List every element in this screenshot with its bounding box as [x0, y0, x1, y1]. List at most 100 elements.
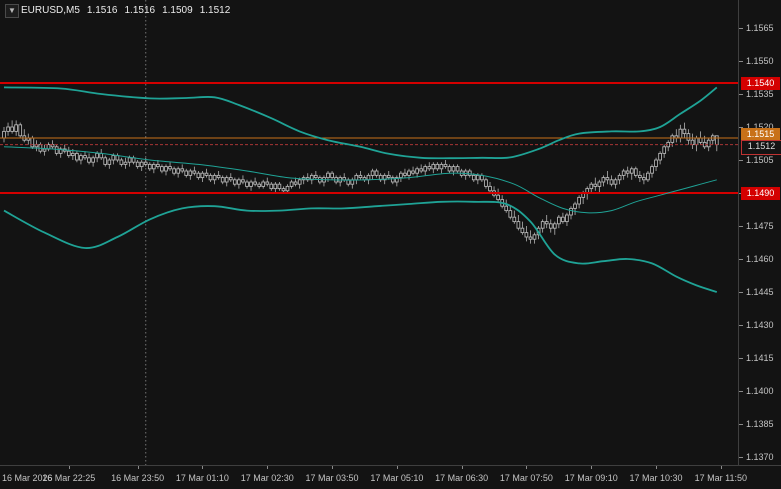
price-tick-mark	[739, 60, 743, 62]
support-tag[interactable]: 1.1490	[741, 186, 780, 200]
candle-body	[569, 207, 573, 216]
price-tick-mark	[739, 456, 743, 458]
candle	[151, 162, 156, 174]
price-tick-label: 1.1550	[746, 56, 774, 66]
bollinger-lower-band	[3, 200, 718, 293]
candle-body	[168, 166, 172, 170]
candle	[394, 175, 399, 187]
price-tick-label: 1.1430	[746, 320, 774, 330]
candle-body	[633, 168, 638, 176]
candle-body	[423, 166, 428, 172]
price-tick-mark	[739, 357, 743, 359]
support-line[interactable]	[0, 192, 738, 194]
resistance-tag[interactable]: 1.1540	[741, 76, 780, 90]
candle-body	[629, 168, 634, 174]
candle	[338, 175, 343, 187]
candle	[629, 166, 634, 180]
candle	[245, 179, 249, 189]
candle	[524, 226, 529, 242]
candle-body	[10, 126, 14, 132]
candle-body	[176, 168, 181, 174]
candle	[156, 160, 160, 169]
candle-body	[609, 179, 614, 185]
candle	[589, 182, 594, 193]
time-tick-mark	[396, 466, 398, 469]
intraday-level-tag[interactable]: 1.1515	[741, 127, 780, 141]
candle-body	[642, 177, 646, 181]
candle-body	[2, 130, 6, 139]
price-tick-label: 1.1415	[746, 353, 774, 363]
candle-body	[281, 188, 286, 192]
ohlc-close: 1.1512	[199, 5, 231, 16]
candle-body	[524, 232, 529, 238]
candle-body	[504, 205, 509, 212]
candle-body	[261, 181, 266, 187]
chart-plot[interactable]	[0, 0, 738, 465]
candle	[261, 179, 266, 189]
candle	[569, 206, 573, 220]
candle	[552, 221, 557, 235]
candle-body	[232, 179, 237, 185]
candle-body	[54, 146, 59, 154]
candle-body	[561, 216, 565, 223]
candle	[439, 162, 444, 174]
candle	[642, 173, 646, 185]
candle	[176, 166, 181, 178]
candle	[301, 175, 306, 185]
candle-body	[540, 221, 545, 229]
price-tick-label: 1.1475	[746, 221, 774, 231]
candle	[690, 133, 695, 149]
candle	[512, 210, 517, 224]
candle-body	[520, 227, 525, 234]
candle	[192, 166, 197, 176]
candle	[249, 179, 253, 191]
candle	[621, 168, 626, 180]
candle	[228, 173, 233, 182]
candle-body	[617, 174, 622, 181]
candle	[678, 124, 683, 143]
candle-body	[415, 168, 419, 174]
candle-body	[107, 159, 112, 165]
candle	[164, 164, 168, 176]
one-click-trading-toggle-icon[interactable]: ▼	[5, 4, 19, 18]
candle-body	[601, 177, 606, 183]
time-tick-mark	[461, 466, 463, 469]
candle-body	[577, 196, 581, 205]
price-axis[interactable]: 1.1540 1.1515 1.1512 1.1490 1.1565 1.1550…	[738, 0, 781, 465]
candle-body	[471, 174, 476, 181]
candle-body	[439, 163, 444, 170]
price-tick-label: 1.1565	[746, 23, 774, 33]
price-tick-mark	[739, 258, 743, 260]
candle	[269, 182, 274, 191]
candle	[706, 138, 711, 152]
resistance-line[interactable]	[0, 82, 738, 84]
time-axis[interactable]: 16 Mar 2026 16 Mar 22:25 16 Mar 23:50 17 Ma…	[0, 465, 781, 489]
candle	[455, 164, 460, 174]
candle	[119, 157, 124, 167]
candle-body	[488, 185, 492, 192]
candle-body	[682, 128, 687, 135]
intraday-level-line[interactable]	[0, 137, 738, 139]
candle	[200, 171, 205, 182]
candle	[374, 168, 379, 178]
candle	[609, 175, 614, 187]
price-tick-mark	[739, 324, 743, 326]
candle-body	[658, 152, 662, 161]
candle-body	[253, 181, 257, 185]
candle	[399, 171, 403, 182]
candle-body	[188, 170, 193, 176]
candle	[66, 146, 71, 158]
candle	[415, 166, 419, 178]
candle-body	[14, 124, 18, 132]
candle-body	[455, 166, 460, 172]
candle-body	[297, 179, 302, 185]
candle-body	[638, 174, 642, 179]
candle	[565, 212, 569, 226]
candle-body	[224, 177, 229, 183]
time-tick-label: 17 Mar 02:30	[240, 473, 294, 483]
time-tick-mark	[656, 466, 658, 469]
candle-body	[58, 148, 63, 154]
ohlc-low: 1.1509	[162, 5, 193, 16]
candle	[646, 171, 650, 182]
candle-body	[285, 185, 290, 192]
